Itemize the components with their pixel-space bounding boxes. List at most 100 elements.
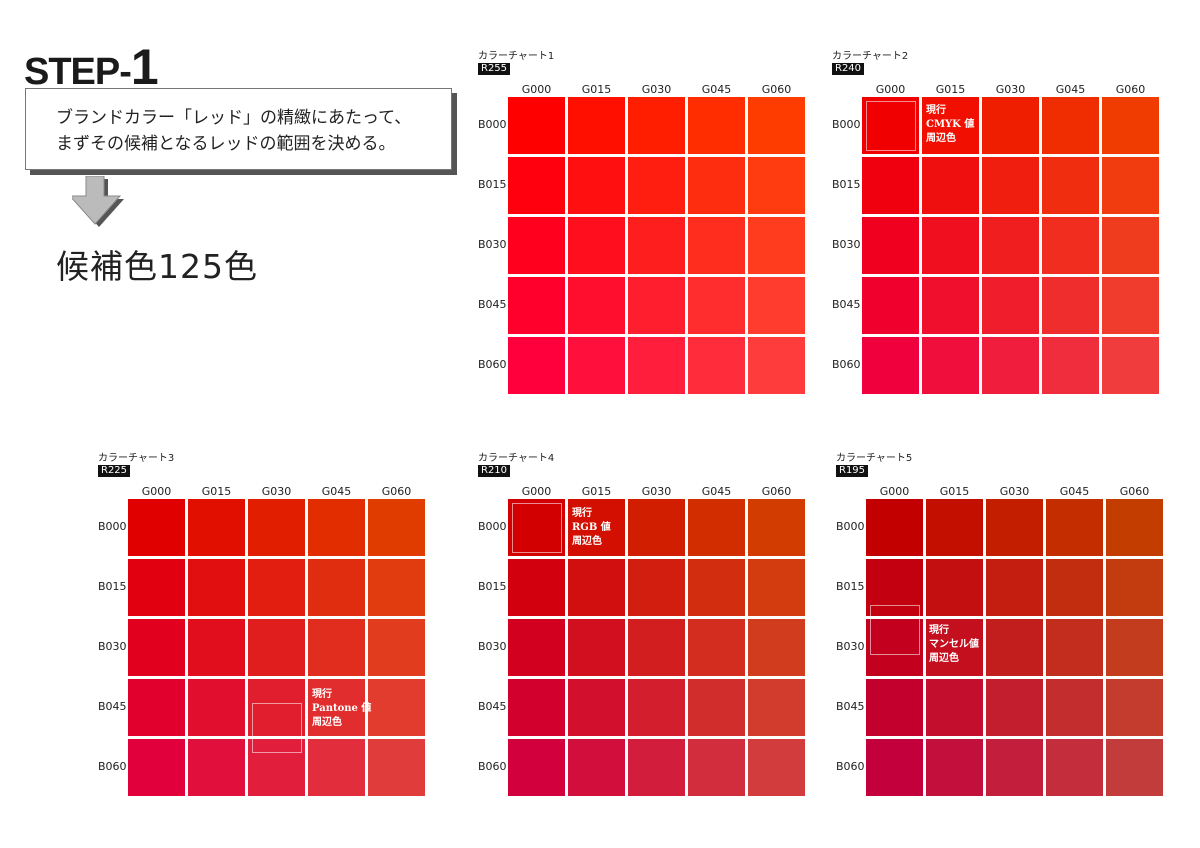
color-swatch — [748, 157, 805, 214]
column-header: G060 — [761, 83, 792, 96]
annotation-line: 現行 — [929, 625, 949, 636]
color-chart-2: カラーチャート2 R240 G000 G015 G030 G045 G060 B000 B01… — [832, 47, 1172, 407]
color-swatch — [982, 157, 1039, 214]
row-header: B045 — [832, 298, 861, 311]
row-header: B015 — [478, 178, 507, 191]
r-value-badge: R225 — [98, 465, 131, 477]
color-swatch — [866, 499, 923, 556]
color-swatch — [188, 499, 245, 556]
color-grid: 現行 RGB 値周辺色 — [508, 499, 808, 799]
color-swatch — [568, 559, 625, 616]
r-value-badge: R240 — [832, 63, 865, 75]
column-header: G060 — [761, 485, 792, 498]
color-swatch — [1042, 277, 1099, 334]
color-swatch — [568, 679, 625, 736]
chart-title: カラーチャート4 — [478, 453, 555, 464]
color-swatch — [568, 157, 625, 214]
column-header: G015 — [201, 485, 232, 498]
color-swatch — [922, 157, 979, 214]
color-swatch — [188, 559, 245, 616]
color-swatch — [568, 217, 625, 274]
row-header: B015 — [478, 580, 507, 593]
annotation-line: RGB 値 — [572, 522, 611, 533]
color-swatch — [862, 337, 919, 394]
color-swatch — [508, 679, 565, 736]
color-swatch — [688, 679, 745, 736]
color-swatch — [748, 499, 805, 556]
column-header: G015 — [939, 485, 970, 498]
color-swatch — [508, 619, 565, 676]
color-chart-1: カラーチャート1 R255 G000 G015 G030 G045 G060 B000 B01… — [478, 47, 818, 407]
color-swatch — [986, 679, 1043, 736]
current-color-annotation: 現行 マンセル値 周辺色 — [929, 624, 979, 666]
color-swatch — [308, 499, 365, 556]
row-header: B000 — [98, 520, 127, 533]
color-swatch — [1106, 739, 1163, 796]
color-swatch — [926, 619, 983, 676]
color-swatch — [628, 499, 685, 556]
color-swatch — [1046, 619, 1103, 676]
column-header: G000 — [521, 485, 552, 498]
row-header: B015 — [98, 580, 127, 593]
color-swatch — [248, 559, 305, 616]
color-swatch — [748, 559, 805, 616]
color-swatch — [748, 97, 805, 154]
column-header: G000 — [879, 485, 910, 498]
color-swatch — [688, 499, 745, 556]
row-header: B060 — [98, 760, 127, 773]
color-swatch — [128, 679, 185, 736]
color-swatch — [982, 217, 1039, 274]
color-swatch — [862, 157, 919, 214]
color-swatch — [688, 277, 745, 334]
color-swatch — [188, 619, 245, 676]
color-swatch — [568, 619, 625, 676]
color-chart-3: カラーチャート3 R225 G000 G015 G030 G045 G060 B000 B01… — [98, 449, 438, 809]
color-swatch — [368, 739, 425, 796]
color-grid: 現行 Pantone 値周辺色 — [128, 499, 428, 799]
color-swatch — [1046, 559, 1103, 616]
color-swatch — [982, 97, 1039, 154]
row-header: B015 — [836, 580, 865, 593]
row-header: B000 — [832, 118, 861, 131]
column-header: G030 — [999, 485, 1030, 498]
color-swatch — [1102, 337, 1159, 394]
column-header: G000 — [141, 485, 172, 498]
color-swatch — [926, 499, 983, 556]
color-swatch — [1106, 679, 1163, 736]
row-header: B015 — [832, 178, 861, 191]
annotation-line: 現行 — [572, 508, 592, 519]
color-swatch — [926, 559, 983, 616]
row-header: B000 — [478, 118, 507, 131]
r-value-badge: R195 — [836, 465, 869, 477]
annotation-line: Pantone 値 — [312, 703, 372, 714]
color-chart-4: カラーチャート4 R210 G000 G015 G030 G045 G060 B000 B01… — [478, 449, 818, 809]
color-swatch — [922, 97, 979, 154]
color-swatch — [628, 217, 685, 274]
row-header: B045 — [478, 700, 507, 713]
annotation-line: 周辺色 — [572, 536, 602, 547]
chart-title: カラーチャート2 — [832, 51, 909, 62]
chart-title: カラーチャート1 — [478, 51, 555, 62]
current-color-highlight — [512, 503, 562, 553]
row-header: B060 — [832, 358, 861, 371]
column-header: G015 — [935, 83, 966, 96]
color-swatch — [1102, 277, 1159, 334]
annotation-line: 周辺色 — [926, 133, 956, 144]
row-header: B060 — [478, 760, 507, 773]
color-swatch — [1106, 619, 1163, 676]
description-box: ブランドカラー「レッド」の精緻にあたって、 まずその候補となるレッドの範囲を決める… — [25, 88, 452, 170]
color-swatch — [688, 559, 745, 616]
color-swatch — [986, 619, 1043, 676]
color-swatch — [508, 337, 565, 394]
color-swatch — [628, 157, 685, 214]
color-swatch — [128, 499, 185, 556]
color-swatch — [866, 559, 923, 616]
color-swatch — [926, 739, 983, 796]
color-swatch — [862, 97, 919, 154]
annotation-line: 周辺色 — [929, 653, 959, 664]
r-value-badge: R255 — [478, 63, 511, 75]
color-swatch — [1106, 499, 1163, 556]
color-swatch — [1102, 97, 1159, 154]
column-header: G060 — [1119, 485, 1150, 498]
chart-title: カラーチャート5 — [836, 453, 913, 464]
